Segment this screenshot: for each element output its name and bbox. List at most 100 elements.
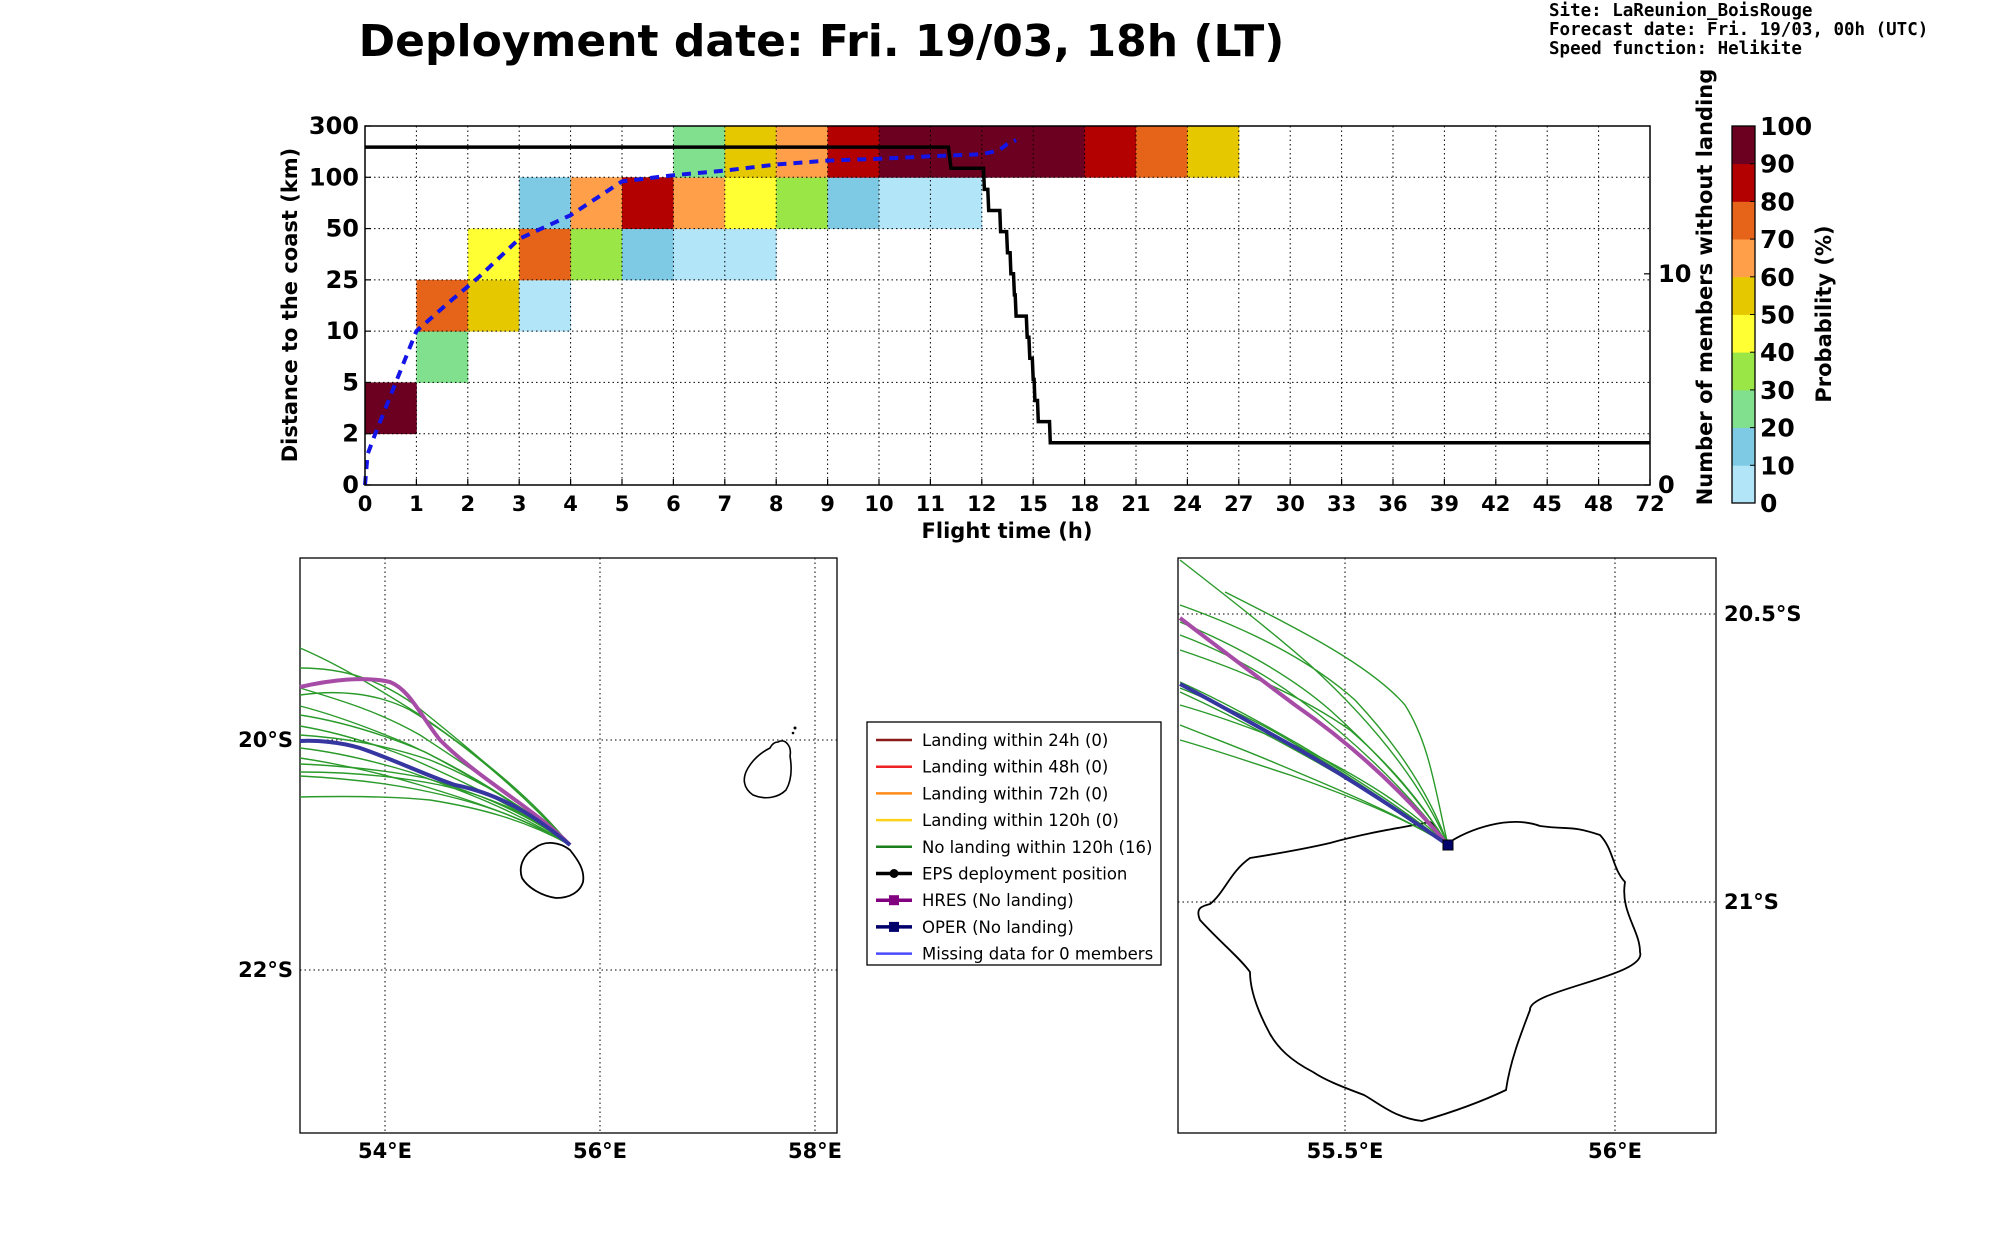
- heatmap-frame: [364, 125, 1651, 486]
- trajectory-line: [299, 757, 571, 846]
- colorbar-segment: [1732, 276, 1755, 315]
- reunion-island-small: [519, 842, 585, 899]
- map-left-y-tick: 22°S: [238, 958, 293, 982]
- heatmap-lines: [363, 138, 1650, 486]
- legend-marker-square: [889, 921, 899, 932]
- legend-item-label: EPS deployment position: [922, 865, 1127, 884]
- heatmap-cell: [724, 228, 777, 281]
- reunion-island-large: [1197, 821, 1641, 1122]
- heatmap-cell: [879, 126, 931, 178]
- y-tick-label: 300: [309, 112, 359, 140]
- heatmap-cell: [827, 126, 880, 178]
- colorbar-tick-label: 80: [1760, 187, 1795, 216]
- y-tick-label: 10: [326, 317, 359, 345]
- mean-distance-line: [363, 138, 1017, 486]
- hres-trajectory: [299, 677, 572, 847]
- trajectory-line: [299, 763, 571, 846]
- map-right: 55.5°E 56°E 20.5°S 21°S: [1177, 557, 1801, 1163]
- map-right-x-tick: 55.5°E: [1307, 1139, 1384, 1163]
- legend-item-label: Landing within 120h (0): [922, 811, 1119, 830]
- trajectory-line: [1179, 634, 1449, 846]
- x-tick-label: 42: [1481, 492, 1510, 516]
- colorbar-tick-label: 90: [1760, 150, 1795, 179]
- site-label: Site: LaReunion_BoisRouge: [1549, 1, 1813, 21]
- heatmap-y2-ticks: 0 10: [1644, 260, 1691, 499]
- colorbar-segment: [1732, 352, 1755, 391]
- map-right-x-tick: 56°E: [1588, 1139, 1642, 1163]
- island-islet: [791, 731, 795, 735]
- heatmap-cell: [673, 126, 726, 178]
- legend-item-label: Landing within 24h (0): [922, 731, 1108, 750]
- heatmap-cell: [776, 126, 828, 178]
- legend-item-label: Missing data for 0 members: [922, 945, 1153, 964]
- trajectory-line: [1179, 649, 1449, 846]
- x-tick-label: 39: [1430, 492, 1459, 516]
- x-tick-label: 30: [1276, 492, 1305, 516]
- x-tick-label: 27: [1224, 492, 1253, 516]
- heatmap-cell: [416, 331, 469, 383]
- colorbar-tick-label: 100: [1760, 112, 1812, 141]
- heatmap-cell: [930, 177, 983, 229]
- x-tick-label: 5: [615, 492, 630, 516]
- x-tick-label: 48: [1584, 492, 1613, 516]
- oper-trajectory-zoom: [1179, 682, 1450, 847]
- legend-item-label: No landing within 120h (16): [922, 838, 1152, 857]
- legend-item-label: Landing within 48h (0): [922, 758, 1108, 777]
- heatmap-cell: [1033, 126, 1085, 178]
- info-block: Site: LaReunion_BoisRouge Forecast date:…: [1549, 2, 1928, 59]
- y-tick-label: 100: [309, 163, 359, 191]
- colorbar-tick-label: 60: [1760, 263, 1795, 292]
- page-title: Deployment date: Fri. 19/03, 18h (LT): [358, 16, 1285, 67]
- heatmap-cell: [827, 177, 880, 229]
- speed-function-label: Speed function: Helikite: [1549, 39, 1802, 59]
- heatmap-cell: [467, 228, 520, 281]
- x-tick-label: 12: [967, 492, 996, 516]
- y-tick-label: 5: [342, 368, 359, 396]
- trajectory-line: [299, 771, 571, 846]
- heatmap-x-label: Flight time (h): [922, 519, 1093, 543]
- heatmap-cell: [622, 228, 674, 281]
- map-left-x-tick: 56°E: [573, 1139, 627, 1163]
- colorbar-segment: [1732, 201, 1755, 240]
- colorbar-segment: [1732, 427, 1755, 466]
- x-tick-label: 18: [1070, 492, 1099, 516]
- colorbar-tick-label: 30: [1760, 376, 1795, 405]
- x-tick-label: 45: [1533, 492, 1562, 516]
- x-tick-label: 72: [1635, 492, 1664, 516]
- hres-trajectory-zoom: [1178, 616, 1450, 847]
- colorbar-segment: [1732, 389, 1755, 428]
- heatmap-x-ticks: 0 1 2 3 4 5 6 7 8 9 10 11 12 15 18 21 24 27 30 33 36 39 42 45 48…: [358, 479, 1665, 516]
- trajectory-line: [299, 691, 571, 846]
- x-tick-label: 21: [1121, 492, 1150, 516]
- colorbar-segment: [1732, 126, 1755, 165]
- colorbar-ticks: 0 10 20 30 40 50 60 70 80 90 100: [1750, 112, 1812, 518]
- heatmap-cell: [467, 279, 520, 332]
- legend-item-label: HRES (No landing): [922, 891, 1074, 910]
- members-without-landing-line: [365, 145, 1650, 445]
- x-tick-label: 4: [563, 492, 578, 516]
- x-tick-label: 33: [1327, 492, 1356, 516]
- heatmap-panel: 0 1 2 3 4 5 6 7 8 9 10 11 12 15 18 21 24 27 30 33 36 39 42 45 48…: [278, 69, 1717, 543]
- colorbar: 0 10 20 30 40 50 60 70 80 90 100 Probability (%): [1731, 112, 1836, 518]
- heatmap-cells: [365, 126, 1240, 435]
- heatmap-cell: [724, 177, 777, 229]
- colorbar-cells: [1732, 126, 1755, 504]
- heatmap-cell: [622, 177, 674, 229]
- legend-item-label: OPER (No landing): [922, 918, 1074, 937]
- legend: Landing within 24h (0) Landing within 48h…: [866, 721, 1162, 966]
- island-islet: [793, 726, 797, 730]
- heatmap-y-label: Distance to the coast (km): [278, 148, 302, 463]
- x-tick-label: 9: [820, 492, 835, 516]
- trajectory-line: [1179, 704, 1449, 846]
- colorbar-tick-label: 40: [1760, 338, 1795, 367]
- x-tick-label: 7: [717, 492, 732, 516]
- colorbar-tick-label: 50: [1760, 301, 1795, 330]
- colorbar-segment: [1732, 465, 1755, 504]
- trajectory-line: [1179, 604, 1449, 846]
- map-left-x-tick: 58°E: [788, 1139, 842, 1163]
- heatmap-cell: [879, 177, 931, 229]
- colorbar-tick-label: 20: [1760, 414, 1795, 443]
- legend-marker-square: [889, 895, 899, 906]
